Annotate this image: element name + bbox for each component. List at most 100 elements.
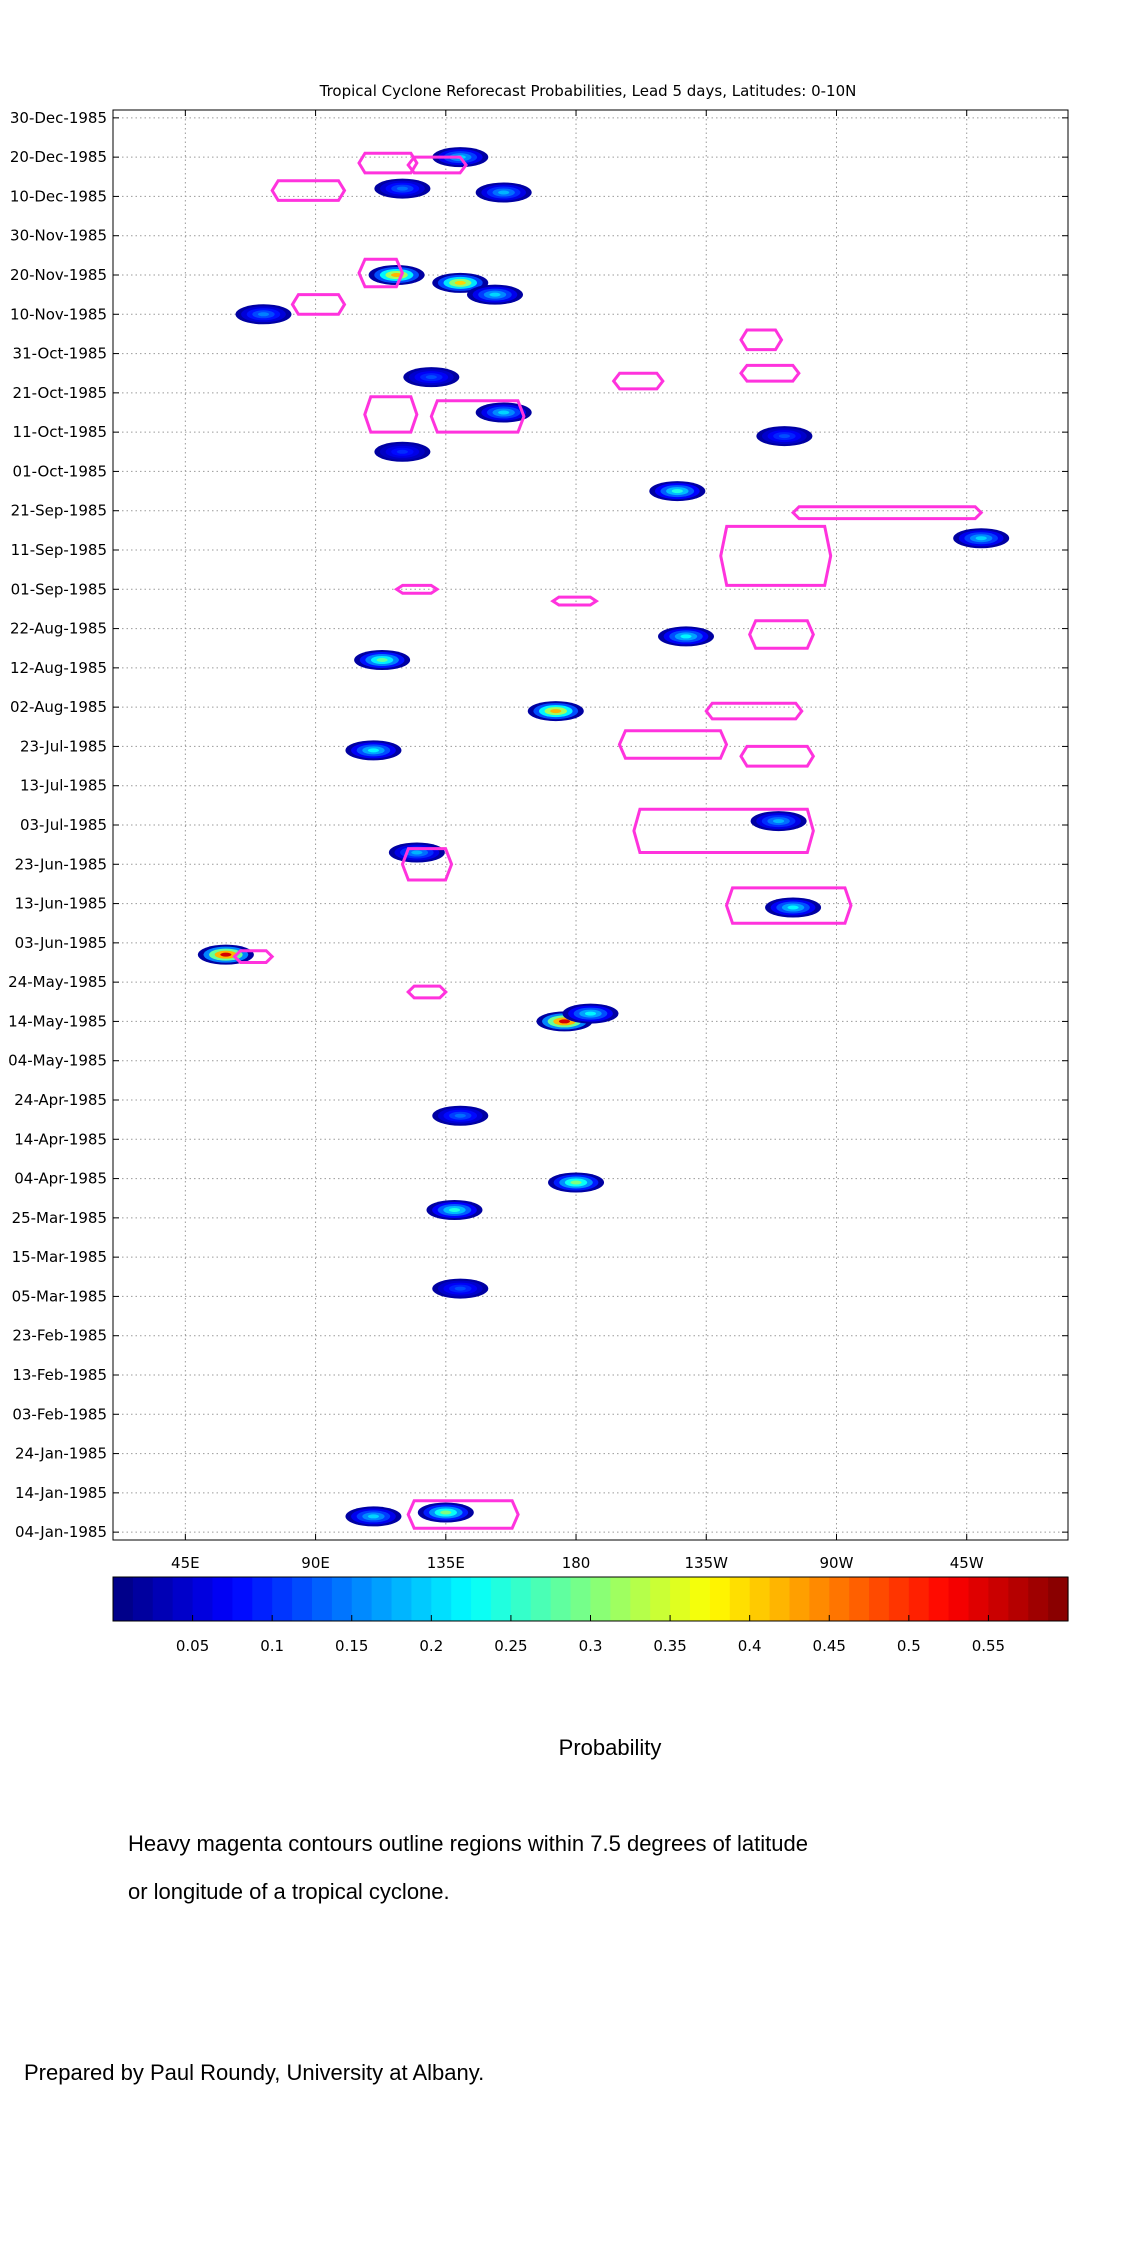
y-tick-label: 10-Dec-1985 — [10, 187, 107, 205]
probability-blob — [671, 489, 683, 494]
tc-contour — [400, 847, 454, 882]
probability-feature — [388, 842, 445, 863]
tc-contour — [393, 583, 440, 595]
x-tick-label: 135W — [685, 1554, 729, 1572]
y-tick-label: 20-Dec-1985 — [10, 148, 107, 166]
probability-blob — [396, 449, 408, 454]
y-tick-label: 31-Oct-1985 — [13, 345, 107, 363]
colorbar-swatch — [451, 1577, 472, 1621]
colorbar-swatch — [849, 1577, 870, 1621]
note-line-1: Heavy magenta contours outline regions w… — [128, 1831, 808, 1856]
colorbar-swatch — [590, 1577, 611, 1621]
colorbar-swatch — [152, 1577, 174, 1621]
probability-blob — [498, 190, 510, 195]
probability-field — [197, 147, 1010, 1527]
y-tick-label: 24-May-1985 — [8, 973, 107, 991]
colorbar — [112, 1576, 1069, 1622]
y-tick-label: 14-May-1985 — [8, 1012, 107, 1030]
y-tick-label: 03-Jun-1985 — [15, 934, 107, 952]
tc-contour — [739, 328, 784, 352]
probability-feature — [649, 481, 706, 502]
colorbar-swatch — [650, 1577, 671, 1621]
probability-feature — [432, 1278, 489, 1299]
colorbar-tick-label: 0.35 — [653, 1637, 686, 1655]
probability-blob — [680, 634, 692, 639]
y-tick-label: 23-Jul-1985 — [20, 737, 107, 755]
colorbar-swatch — [292, 1577, 313, 1621]
colorbar-tick-label: 0.25 — [494, 1637, 527, 1655]
probability-feature — [432, 1105, 489, 1126]
y-tick-label: 25-Mar-1985 — [12, 1209, 107, 1227]
probability-feature — [432, 147, 489, 168]
y-tick-label: 03-Jul-1985 — [20, 816, 107, 834]
colorbar-swatch — [510, 1577, 532, 1621]
colorbar-swatch — [371, 1577, 393, 1621]
probability-blob — [584, 1011, 597, 1016]
probability-feature — [536, 1011, 593, 1032]
probability-feature — [235, 304, 292, 325]
y-tick-label: 13-Feb-1985 — [12, 1366, 107, 1384]
y-tick-label: 12-Aug-1985 — [10, 659, 107, 677]
y-tick-label: 22-Aug-1985 — [10, 620, 107, 638]
colorbar-tick-label: 0.2 — [419, 1637, 443, 1655]
credit: Prepared by Paul Roundy, University at A… — [24, 2060, 485, 2085]
probability-blob — [975, 536, 987, 541]
colorbar-swatch — [789, 1577, 810, 1621]
probability-feature — [345, 740, 402, 761]
y-tick-label: 04-Jan-1985 — [15, 1523, 107, 1541]
tc-contour — [719, 524, 833, 587]
probability-blob — [448, 1208, 461, 1212]
probability-blob — [778, 434, 790, 439]
colorbar-swatch — [351, 1577, 373, 1621]
probability-feature — [548, 1172, 605, 1193]
probability-blob — [440, 1510, 452, 1515]
y-tick-label: 30-Dec-1985 — [10, 109, 107, 127]
colorbar-swatch — [391, 1577, 413, 1621]
probability-blob — [558, 1019, 571, 1024]
colorbar-swatch — [491, 1577, 512, 1621]
y-tick-label: 01-Oct-1985 — [13, 462, 107, 480]
colorbar-swatch — [729, 1577, 751, 1621]
y-tick-label: 21-Sep-1985 — [11, 502, 107, 520]
y-tick-label: 11-Sep-1985 — [11, 541, 107, 559]
probability-feature — [403, 367, 460, 388]
tc-contour — [632, 807, 815, 854]
y-tick-label: 24-Apr-1985 — [14, 1091, 107, 1109]
probability-blob — [454, 1286, 466, 1291]
colorbar-swatch — [232, 1577, 253, 1621]
colorbar-swatch — [769, 1577, 791, 1621]
probability-blob — [367, 748, 380, 753]
tc-contour — [406, 155, 468, 175]
colorbar-swatch — [212, 1577, 233, 1621]
x-axis: 45E 90E 135E 180 135W 90W 45W — [171, 110, 984, 1572]
colorbar-swatch — [1048, 1577, 1069, 1621]
probability-feature — [417, 1502, 474, 1523]
y-tick-label: 14-Apr-1985 — [14, 1130, 107, 1148]
probability-blob — [220, 952, 232, 957]
probability-blob — [454, 280, 466, 285]
colorbar-swatch — [709, 1577, 731, 1621]
tc-contour — [406, 984, 448, 1000]
tc-contours — [232, 151, 984, 1530]
note: Heavy magenta contours outline regions w… — [128, 1820, 1028, 1916]
probability-blob — [257, 312, 270, 317]
colorbar-swatch — [132, 1577, 154, 1621]
probability-feature — [432, 272, 489, 293]
colorbar-swatch — [570, 1577, 592, 1621]
tc-contour — [270, 179, 347, 202]
probability-blob — [787, 905, 799, 910]
tc-contour — [739, 744, 816, 768]
note-line-2: or longitude of a tropical cyclone. — [128, 1879, 450, 1904]
probability-feature — [368, 265, 425, 285]
probability-blob — [570, 1180, 582, 1185]
tc-contour — [617, 729, 729, 760]
x-tick-label: 180 — [562, 1554, 591, 1572]
colorbar-swatch — [411, 1577, 432, 1621]
colorbar-label: Probability — [558, 1735, 662, 1760]
x-tick-label: 135E — [427, 1554, 465, 1572]
colorbar-tick-label: 0.15 — [335, 1637, 368, 1655]
y-tick-label: 23-Jun-1985 — [15, 855, 107, 873]
y-axis: 30-Dec-1985 20-Dec-1985 10-Dec-1985 30-Nov-… — [8, 109, 1068, 1541]
colorbar-swatch — [869, 1577, 890, 1621]
probability-blob — [411, 850, 423, 855]
